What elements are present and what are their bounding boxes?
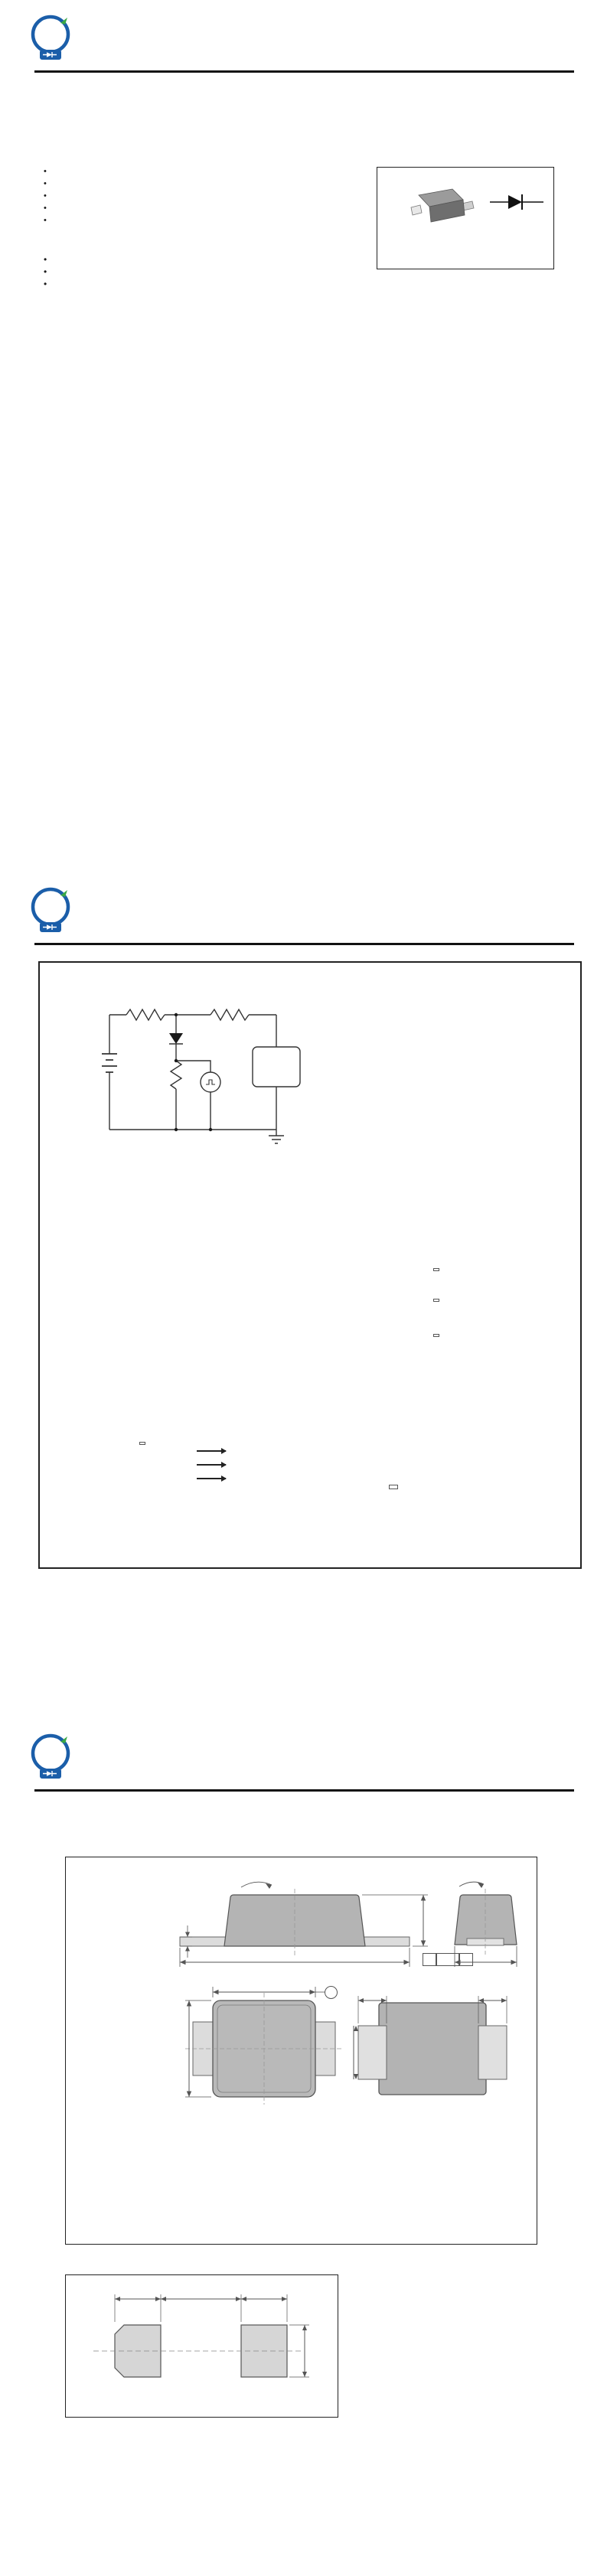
package-end-view	[454, 1881, 517, 1967]
header-rule	[34, 1789, 574, 1792]
fig2-y-axis-label	[96, 1244, 107, 1358]
xw-logo-icon	[31, 15, 70, 60]
datum-reference	[436, 1953, 459, 1966]
fig3-reverse-characteristics-chart	[344, 1234, 542, 1414]
arrow-icon	[197, 1448, 227, 1453]
mechanical-item	[44, 279, 50, 289]
smaf-package-icon	[410, 188, 475, 223]
feature-item	[44, 204, 49, 213]
feature-item	[44, 167, 49, 176]
fig4-curve-label	[194, 1462, 227, 1467]
xw-logo-icon	[31, 1733, 70, 1779]
diode-symbol-icon	[490, 194, 543, 210]
fig2-forward-current-chart	[93, 1234, 323, 1406]
fig3-curve-tag	[433, 1299, 439, 1302]
datum-frame	[423, 1953, 473, 1966]
datum-a-circle	[325, 1986, 338, 1999]
datum-a	[459, 1953, 473, 1966]
package-bottom-view	[353, 1996, 507, 2095]
mechanical-item	[44, 254, 50, 265]
header-rule	[34, 943, 574, 945]
mounting-pad-drawing	[93, 2294, 309, 2378]
fig5-annotation	[389, 1485, 398, 1489]
fig3-curve-tag	[433, 1334, 439, 1337]
fig4-forward-characteristics-chart	[93, 1425, 323, 1578]
arrow-icon	[197, 1462, 227, 1467]
xw-logo-icon	[31, 887, 70, 932]
feature-item	[44, 191, 49, 201]
package-top-view	[185, 1987, 343, 2105]
datum-tolerance	[423, 1953, 436, 1966]
package-side-view	[179, 1881, 428, 1967]
feature-item	[44, 216, 49, 225]
fig4-y-axis-label	[96, 1433, 107, 1541]
mechanical-item	[44, 266, 50, 277]
fig5-y-axis-label	[347, 1433, 358, 1541]
feature-item	[44, 179, 49, 188]
outline-drawing-box	[65, 1857, 537, 2245]
package-preview-box	[377, 167, 554, 269]
fig3-curve-tag	[433, 1268, 439, 1271]
figures-box	[38, 961, 582, 1569]
fig5-junction-capacitance-chart	[344, 1425, 542, 1578]
mounting-pad-box	[65, 2274, 338, 2418]
fig4-curve-label	[194, 1475, 227, 1481]
fig1-test-circuit	[102, 1008, 301, 1144]
fig4-curve-label	[194, 1448, 227, 1453]
header-rule	[34, 70, 574, 73]
fig4-annotation	[139, 1442, 145, 1445]
fig1-recovery-waveform-chart	[348, 989, 543, 1142]
fig3-y-axis-label	[347, 1241, 358, 1364]
arrow-icon	[197, 1475, 227, 1481]
